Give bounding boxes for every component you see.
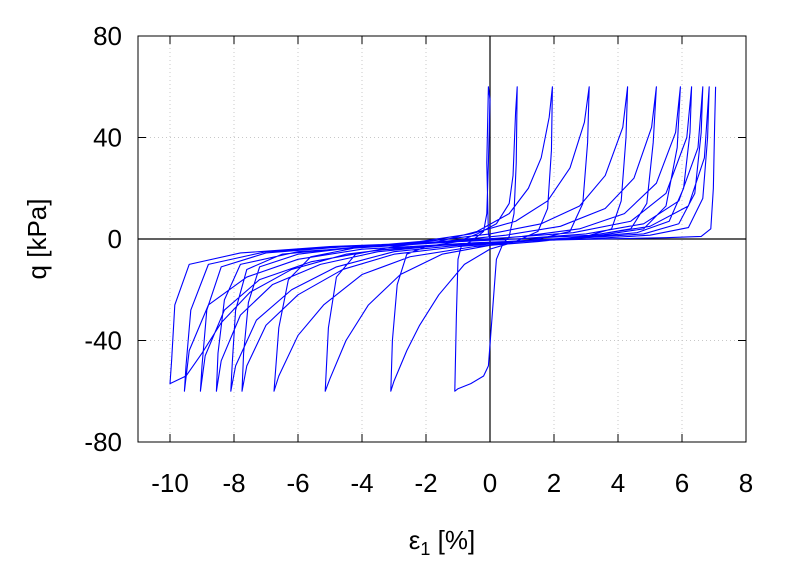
ticks (138, 35, 747, 443)
x-tick-label: 6 (675, 468, 689, 498)
x-axis-title: ε1 [%] (409, 525, 475, 559)
y-tick-label: 80 (93, 21, 122, 51)
x-tick-label: 8 (739, 468, 753, 498)
x-tick-label: -10 (151, 468, 189, 498)
y-tick-label: 0 (108, 224, 122, 254)
x-tick-label: 4 (611, 468, 625, 498)
y-axis-title: q [kPa] (22, 199, 52, 280)
series-layer (169, 86, 717, 392)
x-axis-title-unit: [%] (430, 525, 475, 555)
x-tick-label: -2 (414, 468, 437, 498)
grid (138, 36, 746, 442)
x-axis-title-main: ε (409, 525, 421, 555)
series-line-0 (169, 86, 717, 392)
y-tick-label: -80 (84, 427, 122, 457)
y-tick-label: -40 (84, 326, 122, 356)
x-tick-label: -8 (222, 468, 245, 498)
x-tick-label: 2 (547, 468, 561, 498)
y-tick-label: 40 (93, 123, 122, 153)
x-tick-label: -4 (350, 468, 373, 498)
x-tick-label: -6 (286, 468, 309, 498)
tick-labels: -10 -8 -6 -4 -2 0 2 4 6 8 -80 -40 0 40 80 (84, 21, 753, 498)
x-axis-title-sub: 1 (420, 539, 430, 559)
x-tick-label: 0 (483, 468, 497, 498)
